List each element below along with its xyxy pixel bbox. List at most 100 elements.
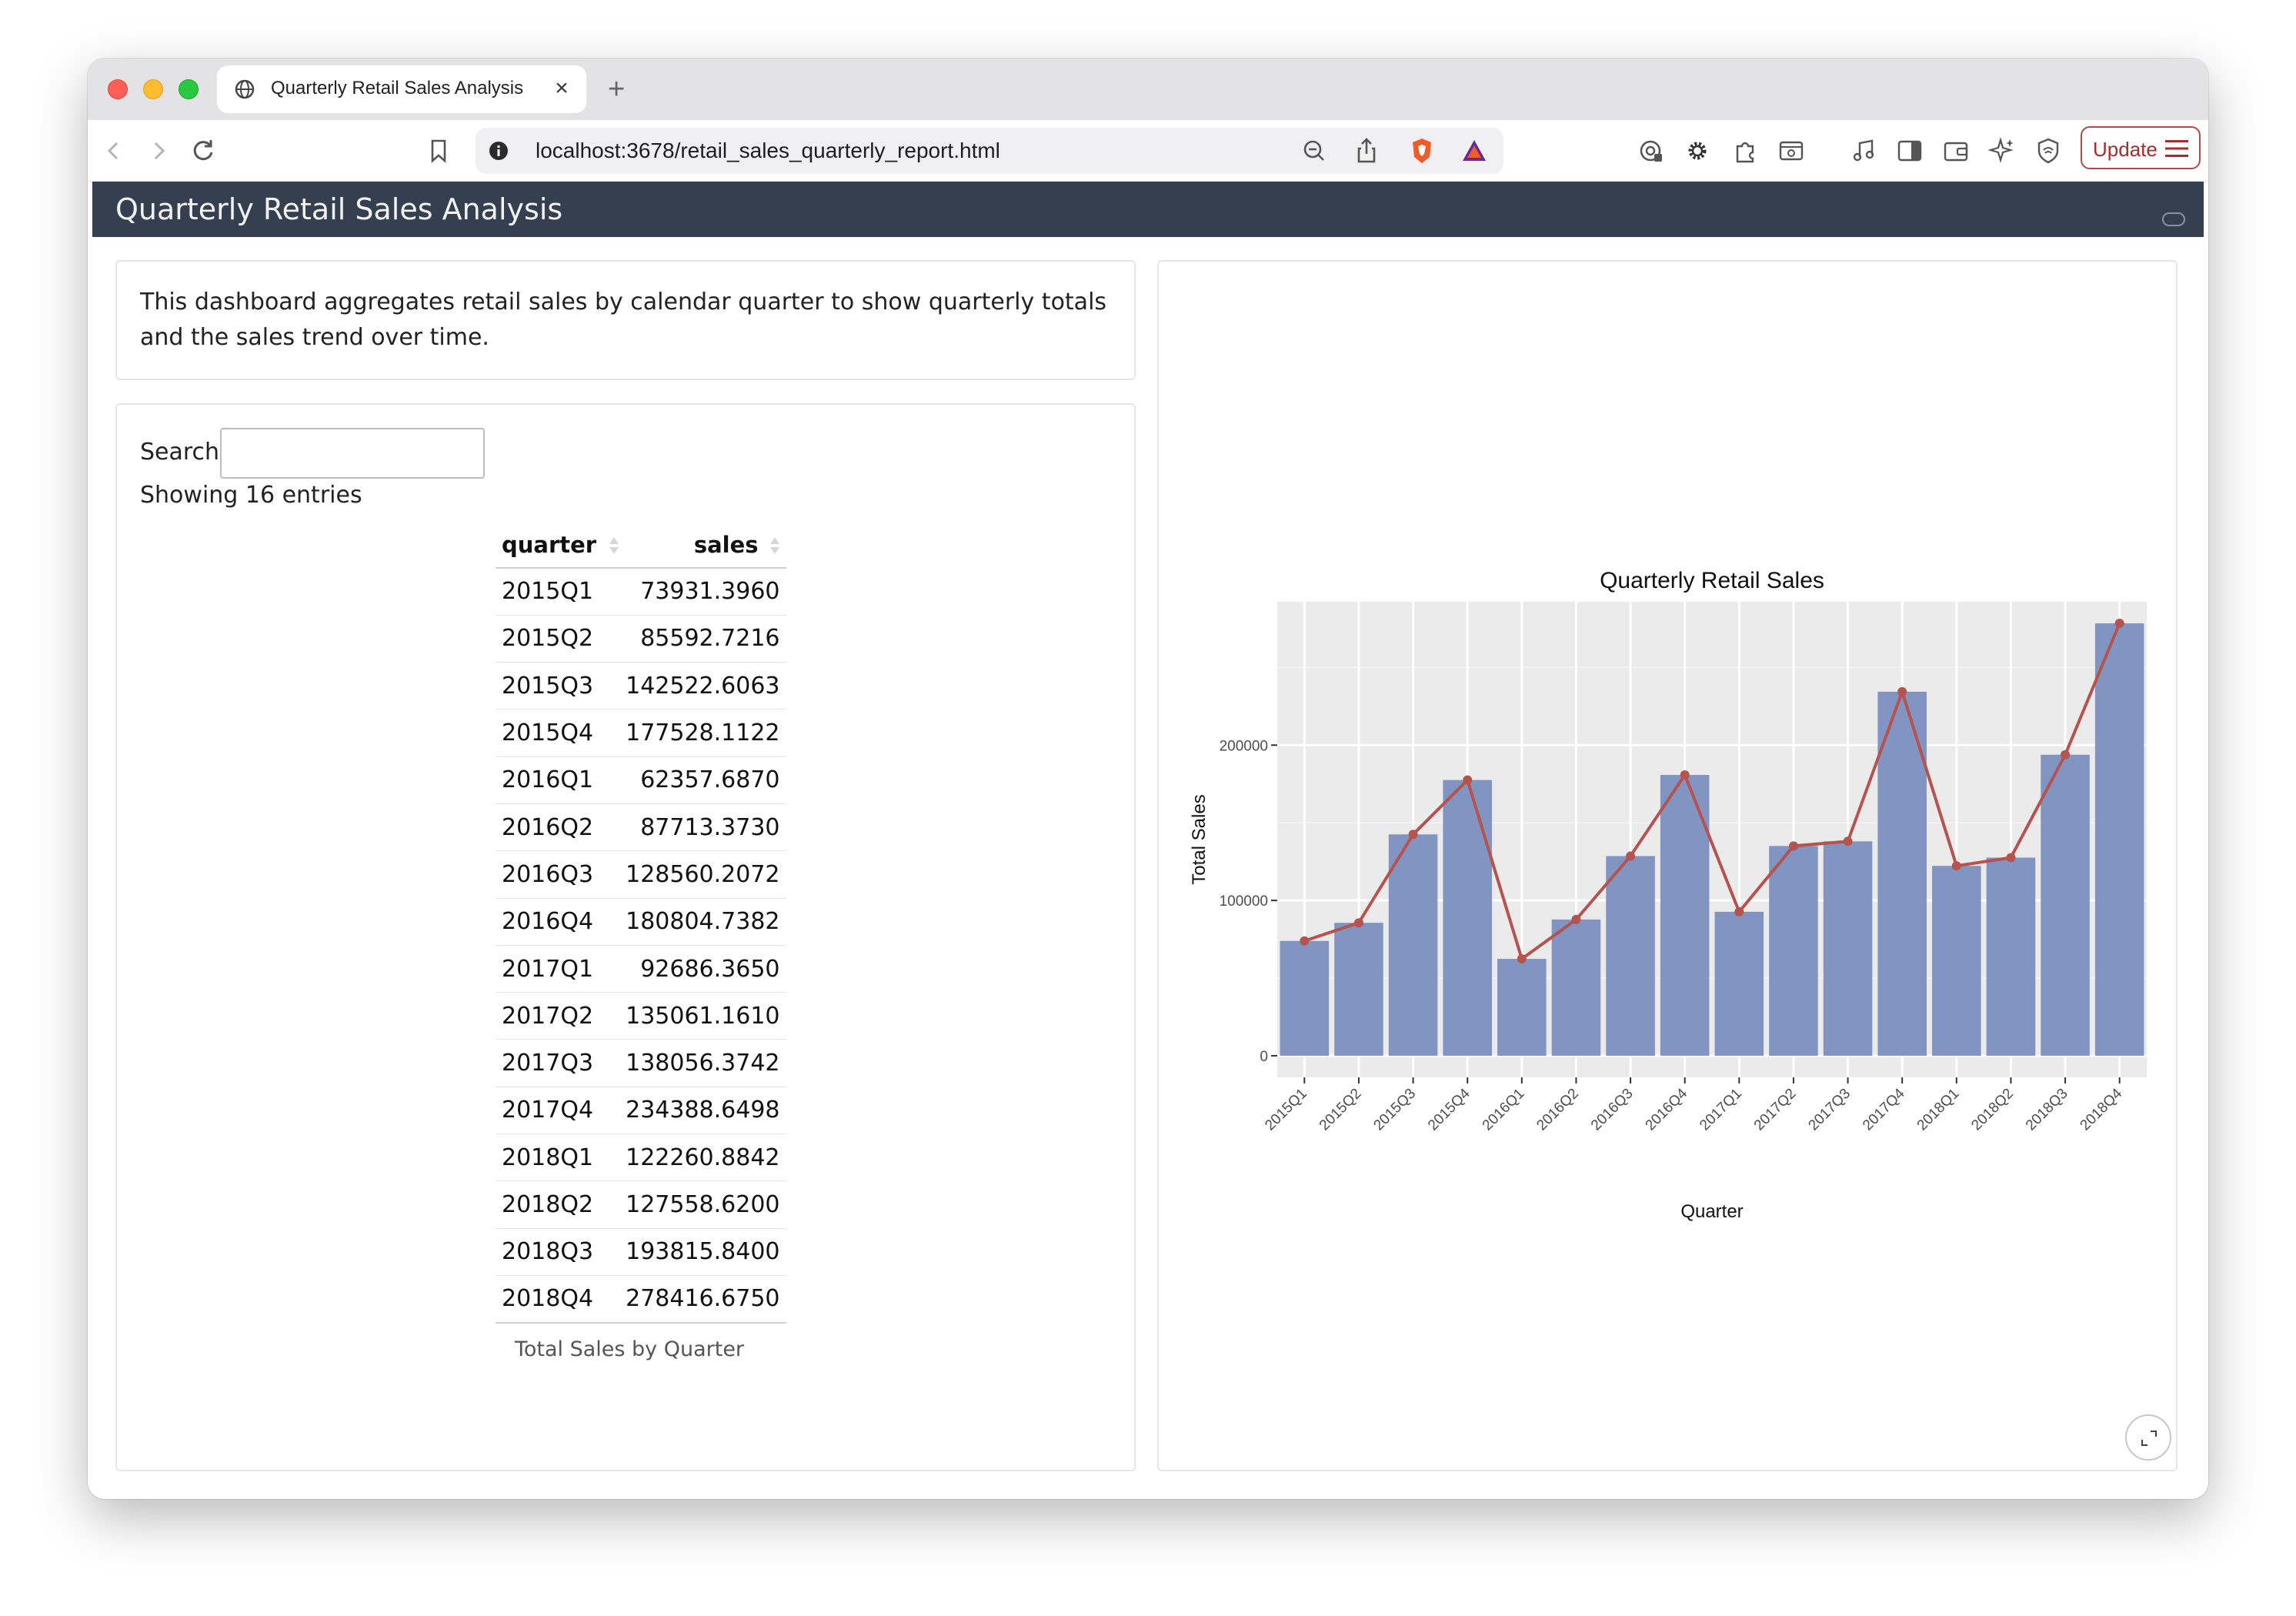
table-row: 2018Q1 122260.8842 [496, 1134, 786, 1181]
cell-quarter: 2017Q2 [496, 992, 626, 1040]
sidebar-icon[interactable] [1894, 135, 1925, 166]
reader-icon[interactable] [1776, 135, 1807, 166]
cell-quarter: 2018Q3 [496, 1227, 626, 1276]
cell-quarter: 2017Q4 [496, 1086, 626, 1134]
tab-bar: Quarterly Retail Sales Analysis × + [88, 58, 2208, 120]
cell-quarter: 2015Q4 [496, 709, 626, 757]
bar-2016q2 [1551, 919, 1601, 1056]
update-button[interactable]: Update [2081, 126, 2201, 169]
share-icon[interactable] [1351, 135, 1382, 166]
cell-quarter: 2017Q1 [496, 944, 626, 993]
extensions-icon[interactable] [1730, 135, 1760, 166]
brave-rewards-icon[interactable] [1459, 135, 1490, 166]
browser-toolbar: localhost:3678/retail_sales_quarterly_re… [88, 120, 2208, 182]
bar-2018q2 [1986, 857, 2036, 1056]
bar-2018q3 [2041, 754, 2090, 1056]
table-row: 2017Q4 234388.6498 [496, 1086, 786, 1134]
bar-2015q3 [1388, 834, 1438, 1056]
column-header-label: quarter [502, 531, 597, 558]
cell-sales: 85592.7216 [626, 614, 786, 663]
url-text[interactable]: localhost:3678/retail_sales_quarterly_re… [536, 139, 1000, 162]
window-minimize-button[interactable] [143, 79, 163, 99]
zoom-out-icon[interactable] [1299, 135, 1330, 166]
brave-shield-icon[interactable] [1407, 135, 1437, 166]
cell-sales: 177528.1122 [626, 709, 786, 757]
column-header-sales[interactable]: sales [626, 522, 786, 569]
cell-sales: 73931.3960 [626, 567, 786, 616]
bar-2018q1 [1932, 866, 1981, 1056]
bar-2015q1 [1280, 940, 1330, 1056]
data-point-2016q4 [1680, 770, 1690, 780]
table-row: 2018Q4 278416.6750 [496, 1274, 786, 1324]
column-header-label: sales [693, 531, 759, 558]
bar-2018q4 [2094, 623, 2144, 1056]
cell-sales: 180804.7382 [626, 897, 786, 946]
x-tick-label: 2015Q1 [1262, 1086, 1310, 1134]
x-tick-label: 2018Q1 [1914, 1086, 1963, 1134]
music-icon[interactable] [1848, 135, 1879, 166]
cell-quarter: 2017Q3 [496, 1039, 626, 1087]
x-tick-label: 2016Q4 [1643, 1085, 1691, 1134]
window-close-button[interactable] [108, 79, 128, 99]
cell-sales: 122260.8842 [626, 1134, 786, 1181]
new-tab-button[interactable]: + [608, 73, 626, 105]
data-point-2015q2 [1353, 918, 1363, 928]
bookmark-icon[interactable] [423, 135, 454, 166]
x-axis-label: Quarter [1680, 1201, 1743, 1222]
window-maximize-button[interactable] [179, 79, 199, 99]
expand-chart-button[interactable] [2125, 1414, 2171, 1461]
table-card: Search: Showing 16 entries quarter sales… [115, 403, 1136, 1471]
bar-2017q3 [1823, 841, 1873, 1056]
dashboard-description: This dashboard aggregates retail sales b… [140, 289, 1107, 351]
table-row: 2016Q4 180804.7382 [496, 897, 786, 946]
table-row: 2015Q1 73931.3960 [496, 567, 786, 616]
wallet-icon[interactable] [1941, 135, 1971, 166]
table-row: 2018Q2 127558.6200 [496, 1180, 786, 1229]
table-row: 2016Q2 87713.3730 [496, 803, 786, 851]
bar-2017q2 [1769, 846, 1818, 1056]
table-row: 2017Q1 92686.3650 [496, 944, 786, 993]
table-row: 2016Q3 128560.2072 [496, 850, 786, 899]
data-point-2017q2 [1788, 841, 1798, 851]
table-row: 2016Q1 62357.6870 [496, 756, 786, 804]
browser-tab[interactable]: Quarterly Retail Sales Analysis × [217, 65, 586, 113]
column-header-quarter[interactable]: quarter [496, 522, 626, 569]
cell-sales: 138056.3742 [626, 1039, 786, 1087]
data-point-2015q3 [1408, 830, 1418, 840]
address-bar[interactable]: localhost:3678/retail_sales_quarterly_re… [476, 128, 1503, 174]
vpn-shield-icon[interactable] [2033, 135, 2064, 166]
bar-2017q1 [1714, 911, 1764, 1056]
back-icon[interactable] [98, 135, 129, 166]
globe-icon [235, 79, 255, 99]
x-tick-label: 2016Q3 [1588, 1086, 1637, 1134]
cell-sales: 135061.1610 [626, 992, 786, 1040]
theme-toggle-icon[interactable] [2162, 212, 2185, 226]
cell-quarter: 2015Q3 [496, 662, 626, 710]
browser-window: Quarterly Retail Sales Analysis × + loca… [88, 58, 2208, 1499]
cell-sales: 193815.8400 [626, 1227, 786, 1276]
table-row: 2015Q4 177528.1122 [496, 709, 786, 757]
reload-icon[interactable] [188, 135, 219, 166]
chart-title: Quarterly Retail Sales [1600, 568, 1824, 593]
entries-info: Showing 16 entries [140, 482, 362, 509]
x-tick-label: 2017Q1 [1697, 1086, 1745, 1134]
gear-icon[interactable] [1682, 135, 1713, 166]
info-icon[interactable] [488, 140, 509, 162]
description-card: This dashboard aggregates retail sales b… [115, 260, 1136, 380]
table-row: 2017Q2 135061.1610 [496, 992, 786, 1040]
table-row: 2015Q3 142522.6063 [496, 662, 786, 710]
cell-quarter: 2016Q2 [496, 803, 626, 851]
search-input[interactable] [220, 428, 485, 479]
expand-icon [2141, 1431, 2157, 1446]
trend-line [1303, 623, 2121, 962]
forward-icon[interactable] [143, 135, 174, 166]
cell-quarter: 2015Q2 [496, 614, 626, 663]
tab-close-icon[interactable]: × [555, 75, 569, 101]
cell-sales: 92686.3650 [626, 944, 786, 993]
password-manager-icon[interactable] [1636, 135, 1667, 166]
chart-card: 0 100000 200000 2015Q1 2015Q2 2015Q3 2015Q4 201… [1157, 260, 2178, 1471]
sort-icon [609, 537, 619, 554]
ai-sparkle-icon[interactable] [1987, 135, 2017, 166]
x-tick-label: 2017Q4 [1860, 1085, 1908, 1134]
